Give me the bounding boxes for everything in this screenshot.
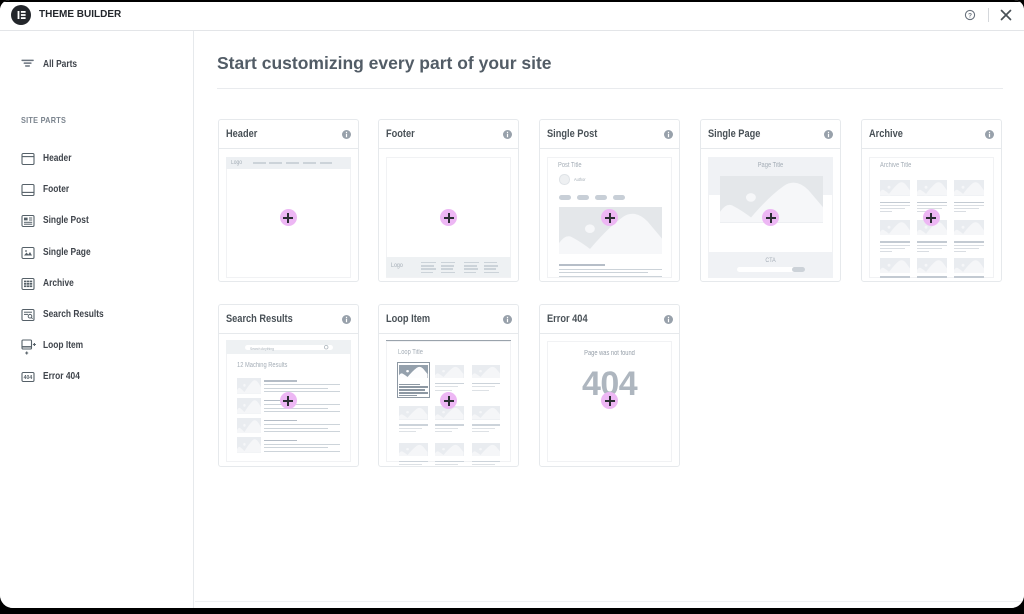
- svg-text:?: ?: [968, 12, 972, 19]
- svg-text:404: 404: [24, 375, 33, 381]
